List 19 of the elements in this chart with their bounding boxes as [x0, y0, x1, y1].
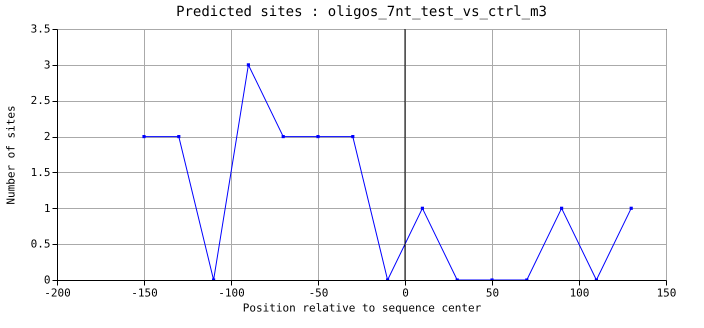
x-tick-label: -50: [308, 286, 328, 300]
y-tick-label: 2.5: [30, 94, 50, 108]
y-tick-label: 1.5: [30, 166, 50, 179]
x-tick-label: 150: [656, 286, 676, 300]
x-tick-label: -200: [44, 286, 71, 300]
x-tick-label: -100: [218, 286, 245, 300]
chart-title: Predicted sites : oligos_7nt_test_vs_ctrl_m3: [176, 4, 547, 20]
x-axis-title: Position relative to sequence center: [242, 302, 482, 314]
x-tick-label: 0: [402, 286, 409, 300]
y-tick-label: 3.5: [30, 22, 50, 36]
x-tick-label: -150: [131, 286, 158, 300]
y-tick-label: 0.5: [30, 238, 50, 251]
x-tick-label: 50: [486, 286, 500, 300]
y-tick-label: 3: [44, 58, 50, 72]
y-tick-label: 1: [44, 202, 50, 215]
y-axis-title: Number of sites: [4, 105, 18, 205]
y-tick-label: 0: [44, 274, 50, 286]
x-tick-label: 100: [570, 286, 590, 300]
y-tick-label: 2: [44, 130, 50, 144]
